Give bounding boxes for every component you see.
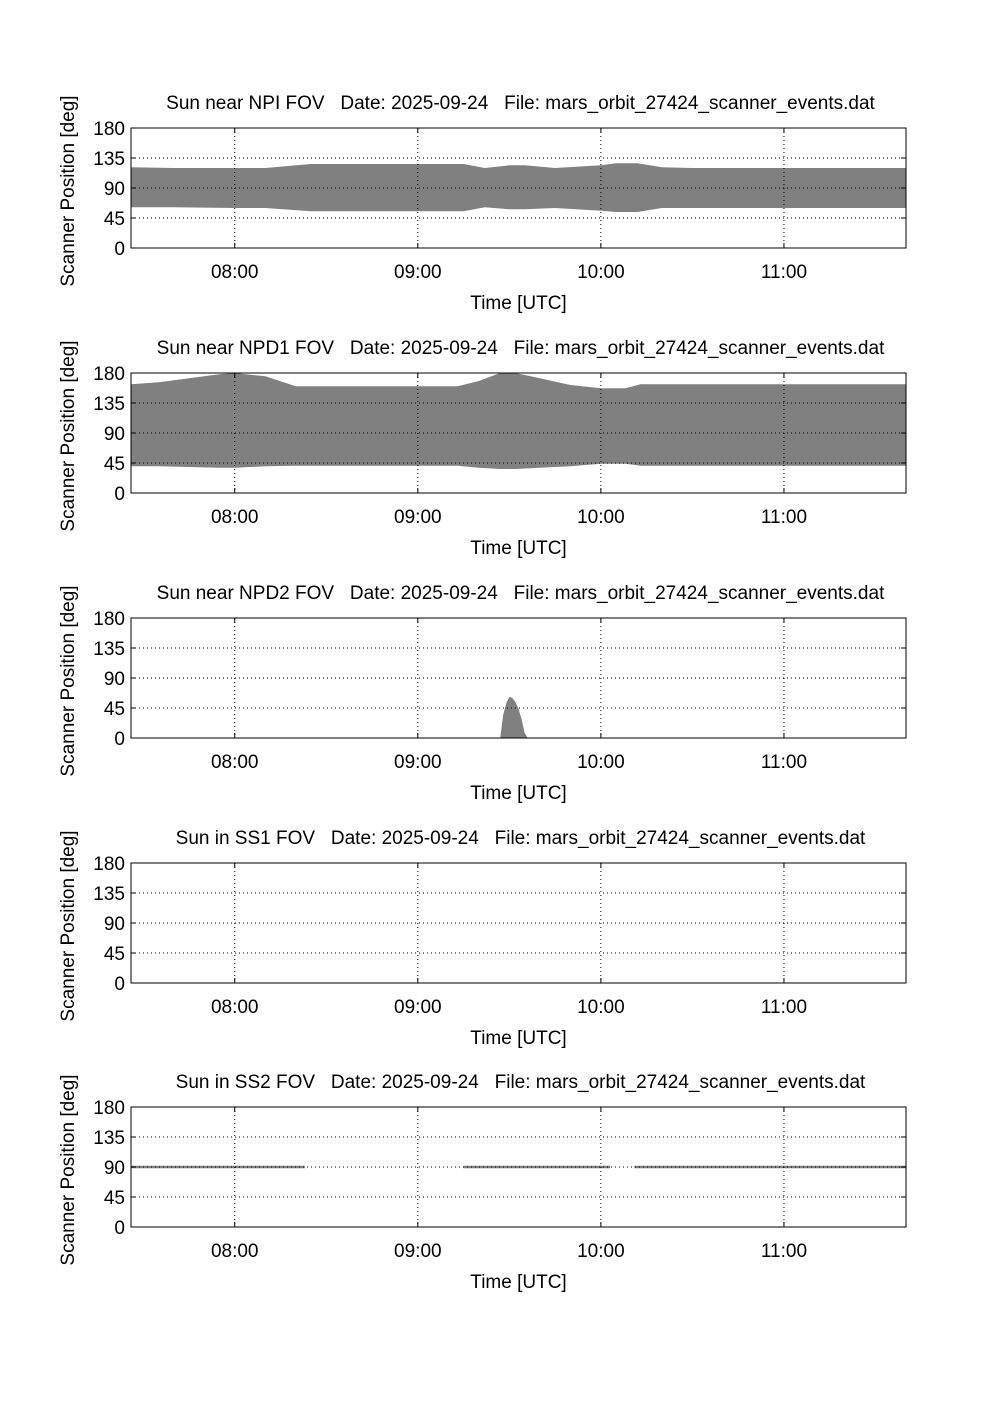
- x-tick-label: 11:00: [761, 997, 807, 1018]
- y-tick-label: 0: [114, 974, 125, 995]
- series-area-1: [131, 163, 906, 212]
- y-tick-label: 180: [93, 119, 125, 140]
- chart-title: Sun in SS2 FOV Date: 2025-09-24 File: ma…: [176, 1072, 866, 1093]
- x-tick-label: 11:00: [761, 262, 807, 283]
- x-tick-label: 08:00: [211, 997, 259, 1018]
- y-tick-label: 0: [114, 1218, 125, 1239]
- panel-3: 0 45 90 135 180 08:00 09:00 10:00 11:00 Sun near …: [58, 583, 907, 804]
- x-tick-label: 10:00: [577, 752, 625, 773]
- x-tick-label: 09:00: [394, 507, 442, 528]
- y-tick-label: 135: [93, 149, 125, 170]
- x-axis-label: Time [UTC]: [470, 1028, 566, 1049]
- x-axis-label: Time [UTC]: [470, 1272, 566, 1293]
- y-tick-label: 0: [114, 484, 125, 505]
- chart-title: Sun near NPD2 FOV Date: 2025-09-24 File:…: [157, 583, 885, 604]
- y-axis-label: Scanner Position [deg]: [58, 830, 79, 1021]
- y-tick-label: 90: [104, 1158, 125, 1179]
- panel-5: 0 45 90 135 180 08:00 09:00 10:00 11:00 Sun in SS…: [58, 1072, 907, 1293]
- x-tick-label: 08:00: [211, 262, 259, 283]
- x-tick-label: 09:00: [394, 997, 442, 1018]
- y-tick-label: 45: [104, 699, 125, 720]
- series-area-3: [634, 1165, 906, 1169]
- x-tick-label: 11:00: [761, 507, 807, 528]
- y-axis-label: Scanner Position [deg]: [58, 95, 79, 286]
- x-tick-label: 10:00: [577, 262, 625, 283]
- x-tick-label: 08:00: [211, 1241, 259, 1262]
- y-tick-label: 180: [93, 364, 125, 385]
- y-tick-label: 45: [104, 1188, 125, 1209]
- chart-title: Sun in SS1 FOV Date: 2025-09-24 File: ma…: [176, 828, 866, 849]
- y-tick-label: 180: [93, 1098, 125, 1119]
- panel-1: 0 45 90 135 180 08:00 09:00 10:00 11:00 Sun near …: [58, 93, 907, 314]
- x-tick-label: 09:00: [394, 752, 442, 773]
- y-axis-label: Scanner Position [deg]: [58, 340, 79, 531]
- x-tick-label: 09:00: [394, 262, 442, 283]
- x-axis-label: Time [UTC]: [470, 783, 566, 804]
- axes-frame: [130, 862, 907, 984]
- panels: 0 45 90 135 180 08:00 09:00 10:00 11:00 Sun near …: [58, 93, 907, 1293]
- y-axis-label: Scanner Position [deg]: [58, 1074, 79, 1265]
- y-tick-label: 45: [104, 209, 125, 230]
- x-tick-label: 08:00: [211, 752, 259, 773]
- y-axis-label: Scanner Position [deg]: [58, 585, 79, 776]
- axes-frame: [130, 372, 907, 494]
- y-tick-label: 135: [93, 394, 125, 415]
- axes-frame: [130, 1106, 907, 1228]
- axes-frame: [130, 617, 907, 739]
- x-tick-label: 10:00: [577, 1241, 625, 1262]
- series-area-1: [500, 696, 528, 738]
- x-tick-label: 11:00: [761, 752, 807, 773]
- y-tick-label: 45: [104, 944, 125, 965]
- axes-frame: [130, 127, 907, 249]
- y-tick-label: 180: [93, 854, 125, 875]
- panel-2: 0 45 90 135 180 08:00 09:00 10:00 11:00 Sun near …: [58, 338, 907, 559]
- chart-title: Sun near NPI FOV Date: 2025-09-24 File: …: [166, 93, 875, 114]
- y-tick-label: 0: [114, 239, 125, 260]
- y-tick-label: 135: [93, 639, 125, 660]
- x-tick-label: 11:00: [761, 1241, 807, 1262]
- series-area-1: [131, 373, 906, 469]
- x-tick-label: 10:00: [577, 507, 625, 528]
- y-tick-label: 135: [93, 884, 125, 905]
- y-tick-label: 180: [93, 609, 125, 630]
- series-area-1: [131, 1165, 305, 1169]
- chart-title: Sun near NPD1 FOV Date: 2025-09-24 File:…: [157, 338, 885, 359]
- y-tick-label: 90: [104, 669, 125, 690]
- y-tick-label: 90: [104, 179, 125, 200]
- x-tick-label: 09:00: [394, 1241, 442, 1262]
- y-tick-label: 135: [93, 1128, 125, 1149]
- y-tick-label: 90: [104, 424, 125, 445]
- x-tick-label: 08:00: [211, 507, 259, 528]
- y-tick-label: 45: [104, 454, 125, 475]
- y-tick-label: 0: [114, 729, 125, 750]
- y-tick-label: 90: [104, 914, 125, 935]
- panel-4: 0 45 90 135 180 08:00 09:00 10:00 11:00 Sun in SS…: [58, 828, 907, 1049]
- x-axis-label: Time [UTC]: [470, 293, 566, 314]
- x-axis-label: Time [UTC]: [470, 538, 566, 559]
- series-area-2: [463, 1165, 610, 1169]
- x-tick-label: 10:00: [577, 997, 625, 1018]
